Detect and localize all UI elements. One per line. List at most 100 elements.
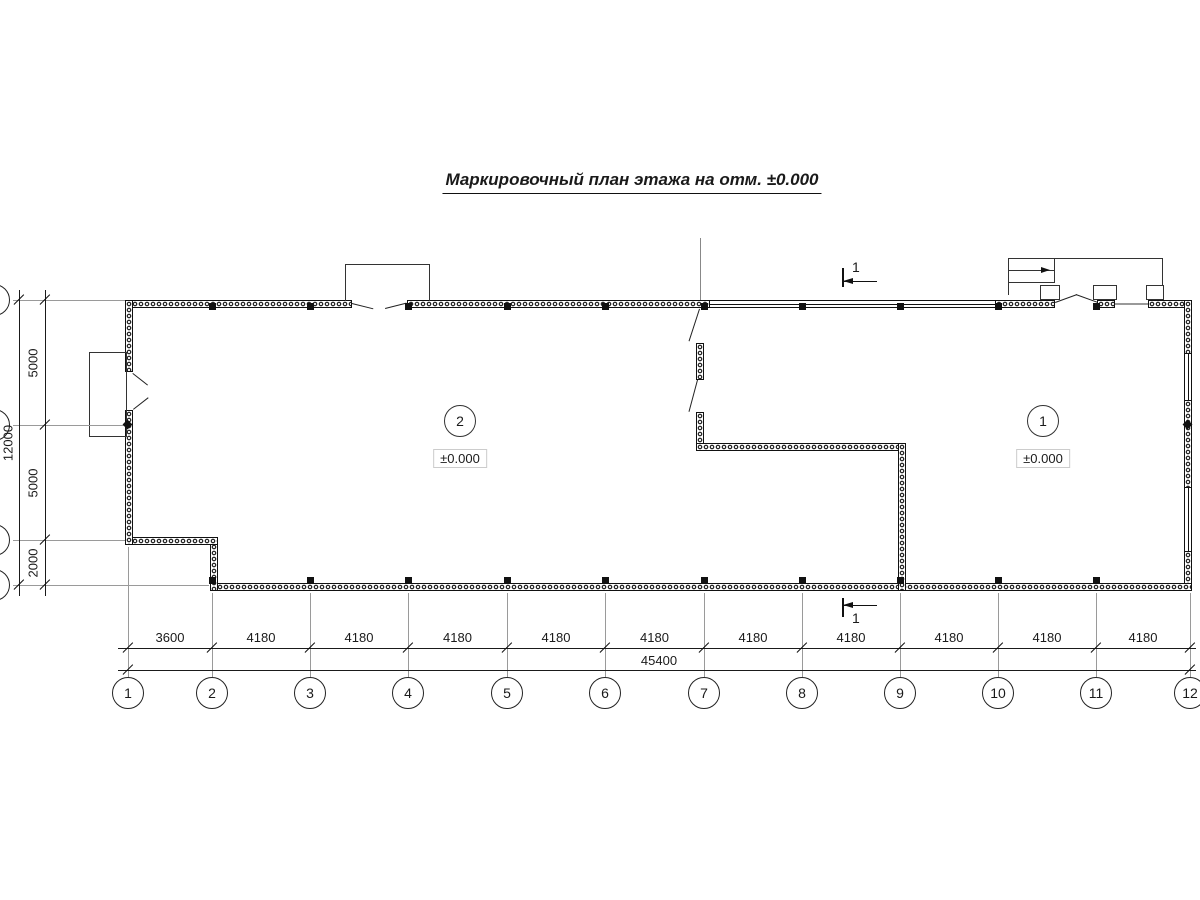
partition-wall-vertical <box>898 443 906 591</box>
stair-direction-line <box>1012 270 1044 272</box>
grid-bubble-label: 5 <box>503 685 511 701</box>
dimension-value: 5000 <box>25 468 41 497</box>
grid-bubble: 11 <box>1080 677 1112 709</box>
section-label: 1 <box>852 259 860 275</box>
partition-wall-horizontal <box>696 443 906 451</box>
column-axis-line <box>128 547 129 677</box>
entrance-pier <box>1040 285 1060 300</box>
row-bubble <box>0 284 10 316</box>
left-wall-segment <box>125 300 133 372</box>
room-number: 1 <box>1039 413 1047 429</box>
door-swing <box>688 308 700 342</box>
top-wall-segment <box>1097 300 1115 308</box>
door-swing <box>385 302 407 310</box>
grid-bubble: 9 <box>884 677 916 709</box>
column-marker <box>306 577 314 584</box>
dimension-value: 5000 <box>25 348 41 377</box>
column-marker <box>503 577 511 584</box>
grid-bubble: 4 <box>392 677 424 709</box>
room-elevation: ±0.000 <box>1016 449 1070 468</box>
grid-bubble-label: 4 <box>404 685 412 701</box>
dimension-value: 4180 <box>443 630 472 645</box>
right-window <box>1184 354 1192 400</box>
door-swing <box>351 303 374 310</box>
section-arrow-icon <box>843 602 853 608</box>
entrance-pier <box>1146 285 1164 300</box>
stair-direction-arrow-icon <box>1041 267 1050 273</box>
row-axis-line <box>13 300 125 301</box>
grid-bubble-label: 9 <box>896 685 904 701</box>
dimension-value: 4180 <box>541 630 571 645</box>
column-axis-line <box>310 593 311 677</box>
dimension-value: 2000 <box>25 548 41 577</box>
dimension-line <box>118 648 1196 650</box>
grid-bubble-label: 11 <box>1088 685 1104 701</box>
grid-bubble-label: 8 <box>798 685 806 701</box>
column-axis-line <box>408 593 409 677</box>
dimension-value: 4180 <box>344 630 374 645</box>
grid-bubble: 2 <box>196 677 228 709</box>
dimension-value: 4180 <box>640 630 669 645</box>
column-marker <box>208 577 216 584</box>
grid-bubble: 6 <box>589 677 621 709</box>
column-marker <box>700 303 708 310</box>
top-wall-segment <box>407 300 710 308</box>
column-axis-line <box>998 593 999 677</box>
row-axis-line <box>13 425 125 426</box>
dimension-total: 45400 <box>640 653 678 668</box>
column-marker <box>1092 577 1100 584</box>
row-axis-line <box>13 585 209 586</box>
grid-bubble: 5 <box>491 677 523 709</box>
section-mark-line <box>843 605 877 607</box>
right-window <box>1184 488 1192 551</box>
step-wall-horizontal <box>125 537 218 545</box>
room-number: 2 <box>456 413 464 429</box>
top-window-band <box>710 300 995 308</box>
dimension-line <box>118 670 1196 672</box>
grid-bubble: 12 <box>1174 677 1200 709</box>
partition-axis-line <box>700 238 701 300</box>
section-mark-tick <box>842 598 844 617</box>
section-mark-tick <box>842 268 844 287</box>
column-axis-line <box>605 593 606 677</box>
column-marker <box>404 577 412 584</box>
grid-bubble: 8 <box>786 677 818 709</box>
grid-bubble-label: 7 <box>700 685 708 701</box>
column-marker <box>404 303 412 310</box>
column-axis-line <box>802 593 803 677</box>
grid-bubble: 7 <box>688 677 720 709</box>
room-elevation: ±0.000 <box>433 449 487 468</box>
grid-bubble-label: 6 <box>601 685 609 701</box>
column-marker <box>994 303 1002 310</box>
column-axis-line <box>704 593 705 677</box>
dimension-value: 4180 <box>1032 630 1062 645</box>
room-number-bubble: 1 <box>1027 405 1059 437</box>
column-axis-line <box>1096 593 1097 677</box>
top-wall-segment <box>995 300 1055 308</box>
grid-bubble: 10 <box>982 677 1014 709</box>
top-window-sill <box>1115 303 1148 305</box>
section-arrow-icon <box>843 278 853 284</box>
grid-bubble: 3 <box>294 677 326 709</box>
dimension-value: 4180 <box>836 630 866 645</box>
dimension-line <box>45 290 47 596</box>
column-marker <box>994 577 1002 584</box>
column-axis-line <box>212 593 213 677</box>
row-axis-line <box>13 540 125 541</box>
dimension-value: 4180 <box>1128 630 1158 645</box>
row-bubble <box>0 524 10 556</box>
top-wall-segment <box>125 300 352 308</box>
left-porch <box>89 352 127 437</box>
drawing-title: Маркировочный план этажа на отм. ±0.000 <box>442 170 822 194</box>
dimension-value: 4180 <box>934 630 964 645</box>
column-marker <box>700 577 708 584</box>
dimension-value: 4180 <box>738 630 768 645</box>
column-marker <box>896 577 904 584</box>
column-marker <box>1092 303 1100 310</box>
bottom-wall <box>210 583 1192 591</box>
column-marker <box>503 303 511 310</box>
partition-wall-segment <box>696 343 704 380</box>
door-swing <box>133 397 149 411</box>
column-marker <box>601 577 609 584</box>
column-axis-line <box>1190 593 1191 677</box>
